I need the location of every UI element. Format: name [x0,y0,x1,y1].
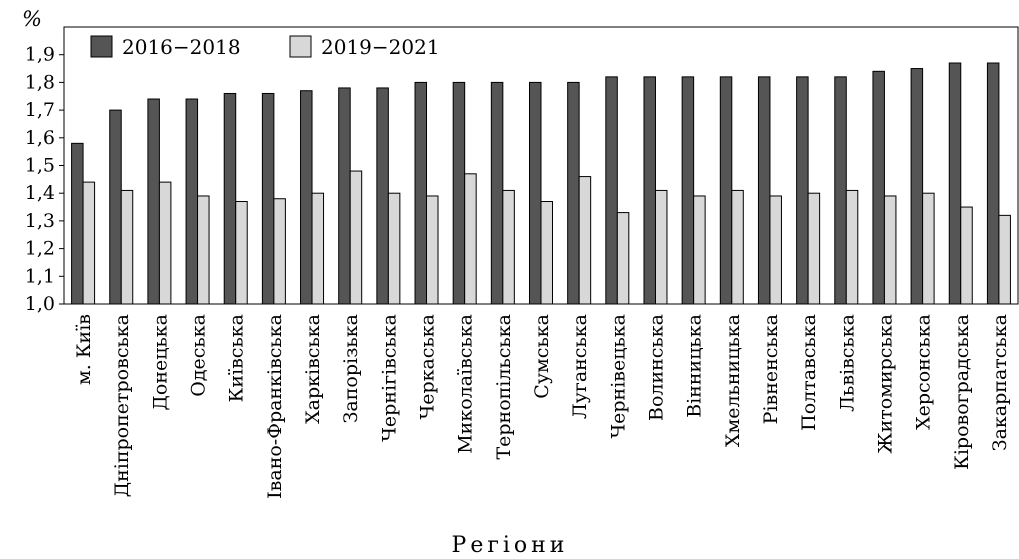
x-tick-label: Тернопільська [493,314,515,460]
x-tick-label: Херсонська [913,314,935,430]
bar-2019-2021 [922,192,935,305]
legend-swatch [90,35,113,58]
y-tick-label: 1,4 [25,182,55,204]
x-tick-label: Харківська [302,314,324,424]
bar-2019-2021 [883,195,897,305]
bar-2016-2018 [452,81,466,305]
bar-2016-2018 [185,98,199,305]
bar-2016-2018 [109,109,122,305]
bar-2019-2021 [998,214,1011,305]
bar-2016-2018 [223,92,237,305]
y-tick-label: 1,8 [25,71,55,93]
bar-2019-2021 [349,170,363,305]
bar-2019-2021 [273,198,286,305]
bar-2016-2018 [757,76,771,305]
y-tick-label: 1,1 [25,265,55,287]
x-tick-label: Сумська [531,314,553,399]
bar-2016-2018 [834,76,847,305]
bar-2019-2021 [731,189,744,305]
x-tick-label: Івано-Франківська [264,314,286,499]
bar-2016-2018 [796,76,809,305]
bar-2016-2018 [147,98,160,305]
bar-2019-2021 [311,192,325,305]
x-tick-label: Черкаська [417,314,439,419]
bar-2019-2021 [158,181,172,305]
x-tick-label: Запорізька [340,314,362,423]
bar-2016-2018 [605,76,618,305]
y-axis: 1,0 1,1 1,2 1,3 1,4 1,5 1,6 1,7 1,8 1,9 [25,26,1019,315]
legend-label: 2019−2021 [321,35,440,59]
bar-2019-2021 [845,189,859,305]
x-tick-label: Вінницька [684,314,706,418]
bar-2019-2021 [502,189,515,305]
bar-2016-2018 [261,92,275,305]
bar-2019-2021 [578,176,592,305]
y-tick-label: 1,3 [25,210,55,232]
y-tick-label: 1,7 [25,99,55,121]
x-tick-label: Київська [226,314,248,402]
x-tick-label: Чернігівська [378,314,400,442]
bar-2016-2018 [719,76,733,305]
bar-2019-2021 [807,192,821,305]
bar-2016-2018 [643,76,656,305]
x-tick-label: м. Київ [73,314,95,385]
x-tick-label: Миколаївська [455,314,477,454]
x-tick-label: Рівненська [760,314,782,424]
x-tick-label: Чернівецька [607,314,629,439]
bar-2016-2018 [300,90,313,305]
x-tick-label: Волинська [645,314,667,421]
bar-2019-2021 [82,181,96,305]
x-axis-label: Регіони [452,533,569,558]
bar-2016-2018 [376,87,389,305]
bar-2016-2018 [948,62,962,305]
x-tick-label: Полтавська [798,314,820,431]
legend-label: 2016−2018 [122,35,241,59]
bar-2019-2021 [426,195,439,305]
bar-2019-2021 [197,195,210,305]
y-tick-label: 1,2 [25,238,55,260]
bar-2016-2018 [414,81,428,305]
y-tick-label: 1,5 [25,155,55,177]
bar-2016-2018 [490,81,504,305]
bar-2016-2018 [338,87,351,305]
bar-2019-2021 [540,201,553,305]
x-tick-label: Донецька [149,314,171,411]
x-tick-label: Луганська [569,314,591,419]
bar-2016-2018 [872,70,885,305]
bar-2016-2018 [986,62,1000,305]
bars [71,62,1011,305]
x-axis: м. Київ Дніпропетровська Донецька Одеська Ки… [73,314,1011,499]
bar-2019-2021 [960,206,973,305]
bar-2019-2021 [120,189,134,305]
bar-2019-2021 [654,189,668,305]
x-tick-label: Житомирська [874,314,896,454]
y-tick-label: 1,0 [25,293,55,315]
bar-2019-2021 [387,192,401,305]
bar-2016-2018 [910,68,924,305]
x-tick-label: Закарпатська [989,314,1011,451]
x-tick-label: Львівська [836,314,858,412]
bar-2019-2021 [693,195,706,305]
y-tick-label: 1,9 [25,44,55,66]
y-axis-label: % [22,7,42,31]
bar-2019-2021 [616,212,630,305]
x-tick-label: Одеська [188,314,210,397]
bar-2016-2018 [529,81,542,305]
x-tick-label: Дніпропетровська [111,314,133,497]
bar-2016-2018 [567,81,580,305]
bar-2019-2021 [769,195,782,305]
y-tick-label: 1,6 [25,127,55,149]
bar-2019-2021 [464,173,477,305]
x-tick-label: Хмельницька [722,314,744,447]
legend-swatch [289,35,312,58]
x-tick-label: Кіровоградська [951,314,973,470]
bar-2019-2021 [235,201,248,305]
bar-2016-2018 [71,142,84,305]
bar-2016-2018 [681,76,695,305]
legend: 2016−2018 2019−2021 [90,35,440,59]
